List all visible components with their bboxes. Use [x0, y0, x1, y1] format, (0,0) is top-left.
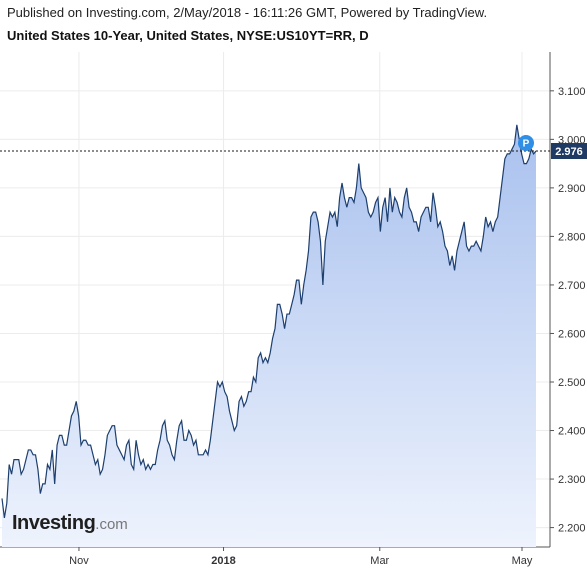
y-tick-label: 2.300 [558, 474, 586, 486]
y-tick-label: 2.200 [558, 523, 586, 535]
y-tick-label: 2.600 [558, 328, 586, 340]
price-axis-panel [550, 52, 587, 547]
x-tick-label: Mar [370, 555, 389, 567]
x-tick-label: 2018 [211, 555, 235, 567]
p-marker[interactable]: P [518, 135, 534, 151]
y-tick-label: 2.800 [558, 231, 586, 243]
x-tick-label: Nov [69, 555, 89, 567]
investing-logo: Investing.com [12, 512, 128, 534]
y-tick-label: 2.900 [558, 183, 586, 195]
x-tick-label: May [512, 555, 533, 567]
published-caption: Published on Investing.com, 2/May/2018 -… [7, 5, 488, 20]
price-line [1, 124, 537, 518]
time-axis-ticks: Nov 2018 Mar May [69, 547, 533, 567]
y-tick-label: 2.500 [558, 377, 586, 389]
p-marker-label: P [523, 139, 530, 150]
chart-title: United States 10-Year, United States, NY… [7, 28, 369, 43]
last-price-value: 2.976 [555, 146, 583, 158]
y-tick-label: 2.400 [558, 426, 586, 438]
y-tick-label: 2.700 [558, 280, 586, 292]
y-tick-label: 3.100 [558, 86, 586, 98]
last-price-badge: 2.976 [551, 143, 587, 159]
price-area-fill [2, 124, 536, 547]
